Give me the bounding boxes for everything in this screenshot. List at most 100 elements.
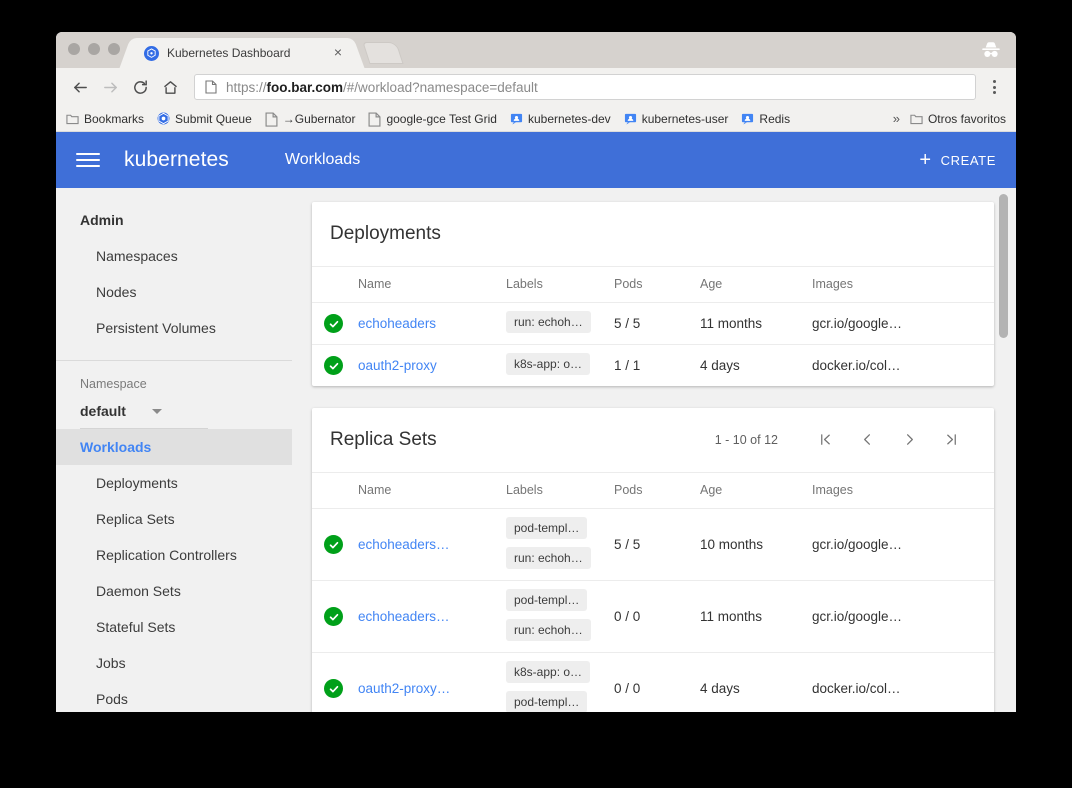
kubernetes-favicon (144, 45, 159, 61)
row-status (312, 508, 358, 581)
col-pods-header[interactable]: Pods (614, 266, 700, 303)
last-page-icon[interactable] (930, 431, 972, 449)
maximize-window-button[interactable] (108, 43, 120, 55)
sidebar-item-replication-controllers[interactable]: Replication Controllers (96, 547, 237, 563)
table-row[interactable]: echoheaders… pod-templ… run: echoh… 0 / … (312, 580, 994, 653)
table-row[interactable]: oauth2-proxy k8s-app: o… 1 / 1 4 days do… (312, 345, 994, 387)
sidebar-item-stateful-sets[interactable]: Stateful Sets (96, 619, 176, 635)
table-header-row: Name Labels Pods Age Images (312, 472, 994, 509)
col-status-header (312, 266, 358, 303)
namespace-value: default (80, 403, 126, 419)
col-age-header[interactable]: Age (700, 472, 812, 509)
col-labels-header[interactable]: Labels (506, 472, 614, 509)
address-bar[interactable]: https://foo.bar.com/#/workload?namespace… (194, 74, 976, 100)
sidebar-item-namespaces[interactable]: Namespaces (96, 248, 178, 264)
col-images-header[interactable]: Images (812, 266, 972, 303)
bookmark-google-gce-test-grid[interactable]: google-gce Test Grid (368, 112, 497, 127)
label-chip[interactable]: pod-templ… (506, 589, 588, 611)
hamburger-icon[interactable] (76, 148, 100, 172)
col-name-header[interactable]: Name (358, 266, 506, 303)
home-icon[interactable] (156, 73, 184, 101)
table-row[interactable]: echoheaders run: echoh… 5 / 5 11 months … (312, 302, 994, 345)
sidebar-section-admin: Admin (80, 212, 124, 228)
row-menu-icon[interactable] (993, 357, 994, 374)
first-page-icon[interactable] (804, 431, 846, 449)
label-chip[interactable]: pod-templ… (506, 691, 588, 712)
close-window-button[interactable] (68, 43, 80, 55)
page-icon (368, 112, 381, 127)
scrollbar-thumb[interactable] (999, 194, 1008, 338)
bookmark-kubernetes-dev[interactable]: kubernetes-dev (510, 112, 611, 126)
sidebar-item-workloads[interactable]: Workloads (56, 429, 292, 465)
resource-link[interactable]: echoheaders (358, 316, 437, 331)
new-tab-button[interactable] (362, 42, 404, 64)
row-status (312, 652, 358, 712)
row-name: oauth2-proxy (358, 345, 506, 387)
resource-link[interactable]: echoheaders… (358, 537, 450, 552)
label-chip[interactable]: k8s-app: o… (506, 661, 591, 683)
previous-page-icon[interactable] (846, 431, 888, 449)
bookmark-otros-favoritos[interactable]: Otros favoritos (910, 112, 1006, 126)
col-images-header[interactable]: Images (812, 472, 972, 509)
bookmark-redis[interactable]: Redis (741, 112, 790, 126)
row-actions (972, 508, 994, 581)
forward-arrow-icon[interactable] (96, 73, 124, 101)
status-ok-icon (324, 535, 343, 554)
close-icon[interactable]: × (333, 44, 343, 60)
sidebar-item-jobs[interactable]: Jobs (96, 655, 126, 671)
tab-strip: Kubernetes Dashboard × (56, 32, 1016, 68)
content-scrollbar[interactable] (999, 188, 1012, 712)
bookmarks-overflow-icon[interactable]: » (892, 111, 900, 126)
label-chip[interactable]: k8s-app: o… (506, 353, 591, 375)
page-title: Workloads (284, 151, 361, 168)
label-chip[interactable]: pod-templ… (506, 517, 588, 539)
col-name-header[interactable]: Name (358, 472, 506, 509)
row-images: docker.io/col… (812, 358, 901, 373)
status-ok-icon (324, 356, 343, 375)
create-button[interactable]: + CREATE (915, 147, 1000, 174)
resource-link[interactable]: oauth2-proxy… (358, 681, 451, 696)
table-row[interactable]: oauth2-proxy… k8s-app: o… pod-templ… 0 /… (312, 652, 994, 712)
sidebar-item-daemon-sets[interactable]: Daemon Sets (96, 583, 181, 599)
row-pods: 5 / 5 (614, 302, 700, 345)
row-age: 4 days (700, 652, 812, 712)
row-menu-icon[interactable] (993, 608, 994, 625)
row-age: 11 months (700, 302, 812, 345)
col-labels-header[interactable]: Labels (506, 266, 614, 303)
bookmark-submit-queue[interactable]: Submit Queue (157, 112, 252, 126)
col-pods-header[interactable]: Pods (614, 472, 700, 509)
col-menu-header (972, 472, 994, 509)
bookmark-kubernetes-user[interactable]: kubernetes-user (624, 111, 729, 126)
chrome-menu-icon[interactable] (982, 74, 1006, 100)
col-age-header[interactable]: Age (700, 266, 812, 303)
sidebar-item-pods[interactable]: Pods (96, 691, 128, 707)
row-actions (972, 345, 994, 387)
browser-tab[interactable]: Kubernetes Dashboard × (132, 38, 352, 68)
table-row[interactable]: echoheaders… pod-templ… run: echoh… 5 / … (312, 508, 994, 581)
sidebar-item-replica-sets[interactable]: Replica Sets (96, 511, 175, 527)
minimize-window-button[interactable] (88, 43, 100, 55)
resource-link[interactable]: oauth2-proxy (358, 358, 437, 373)
reload-icon[interactable] (126, 73, 154, 101)
row-menu-icon[interactable] (993, 680, 994, 697)
label-chip[interactable]: run: echoh… (506, 311, 591, 333)
namespace-dropdown[interactable]: default (80, 403, 208, 429)
back-arrow-icon[interactable] (66, 73, 94, 101)
row-labels: run: echoh… (506, 302, 614, 345)
bookmark-bookmarks[interactable]: Bookmarks (66, 112, 144, 126)
bookmark-gubernator[interactable]: →Gubernator (265, 112, 355, 127)
row-menu-icon[interactable] (993, 315, 994, 332)
incognito-icon (980, 40, 1002, 60)
row-name: echoheaders (358, 302, 506, 345)
resource-link[interactable]: echoheaders… (358, 609, 450, 624)
label-chip[interactable]: run: echoh… (506, 619, 591, 641)
row-menu-icon[interactable] (993, 536, 994, 553)
row-labels: k8s-app: o… (506, 345, 614, 387)
row-labels: pod-templ… run: echoh… (506, 580, 614, 653)
bookmark-label: kubernetes-user (641, 111, 729, 126)
sidebar-item-nodes[interactable]: Nodes (96, 284, 137, 300)
sidebar-item-deployments[interactable]: Deployments (96, 475, 178, 491)
sidebar-item-persistent-volumes[interactable]: Persistent Volumes (96, 320, 216, 336)
label-chip[interactable]: run: echoh… (506, 547, 591, 569)
next-page-icon[interactable] (888, 431, 930, 449)
